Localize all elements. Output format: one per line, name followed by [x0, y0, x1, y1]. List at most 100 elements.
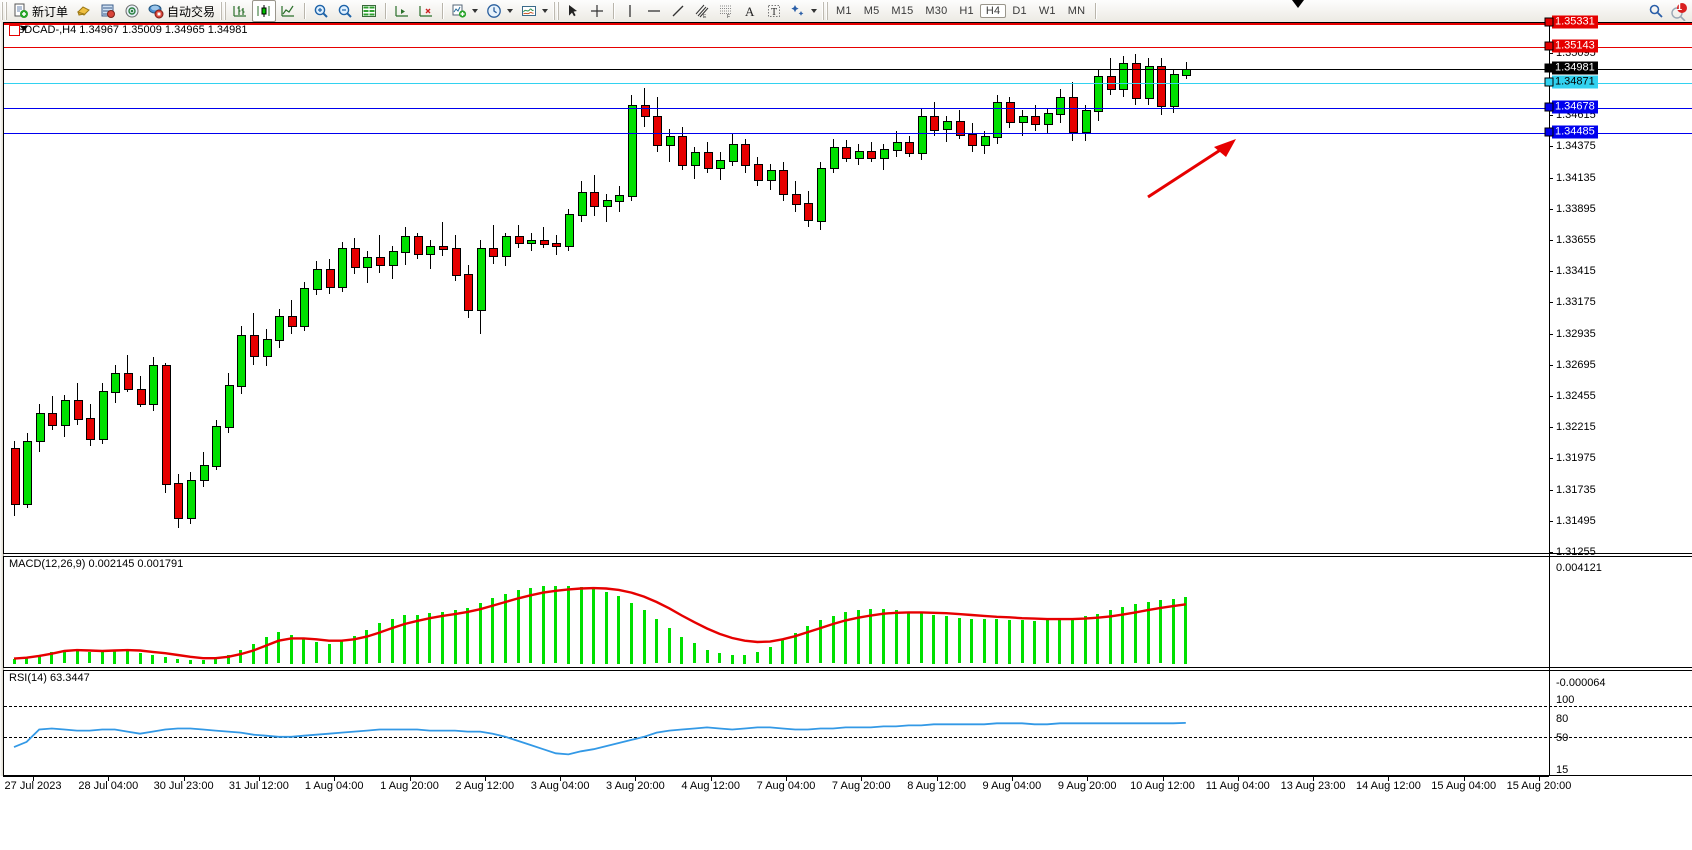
time-axis[interactable]: 27 Jul 2023 28 Jul 04:00 30 Jul 23:00 31 Ju…: [3, 776, 1571, 803]
chart-title-handle[interactable]: [9, 25, 20, 36]
price-level-line[interactable]: [4, 82, 1692, 84]
price-level-line[interactable]: [4, 68, 1692, 70]
search-button[interactable]: [1645, 1, 1667, 21]
candle-body: [237, 335, 247, 387]
timeframe-mn[interactable]: MN: [1067, 5, 1086, 17]
macd-histogram-bar: [478, 603, 482, 664]
autotrading-button[interactable]: 自动交易: [144, 0, 219, 22]
candle-body: [1056, 97, 1066, 115]
timeframe-m15[interactable]: M15: [891, 5, 914, 17]
indicators-dropdown-caret[interactable]: [472, 9, 479, 13]
candle-body: [816, 167, 826, 222]
chart-title-caret-icon[interactable]: [20, 26, 28, 31]
toolbar-separator-2: [385, 3, 387, 19]
bar-chart-button[interactable]: [228, 0, 252, 22]
periods-button[interactable]: [482, 0, 517, 22]
time-tick: [334, 777, 336, 781]
rsi-plot: [4, 671, 1692, 775]
macd-panel[interactable]: MACD(12,26,9) 0.002145 0.001791: [3, 556, 1692, 668]
toolbar-grip-4[interactable]: [822, 2, 829, 20]
templates-dropdown-caret[interactable]: [542, 9, 549, 13]
macd-histogram-bar: [831, 615, 835, 664]
macd-histogram-bar: [667, 627, 671, 664]
crosshair-button[interactable]: [585, 0, 609, 22]
chart-shift-button[interactable]: [390, 0, 414, 22]
candle-body: [552, 242, 562, 248]
macd-histogram-bar: [617, 596, 621, 664]
timeframe-m5[interactable]: M5: [863, 5, 880, 17]
candle-body: [413, 236, 423, 256]
timeframe-d1[interactable]: D1: [1012, 5, 1027, 17]
auto-scroll-button[interactable]: [414, 0, 438, 22]
candlestick-chart-button[interactable]: [252, 0, 277, 22]
candle-body: [829, 146, 839, 170]
expert-advisors-button[interactable]: [72, 0, 96, 22]
candle-body: [842, 146, 852, 160]
candle-body: [968, 133, 978, 147]
shapes-dropdown-caret[interactable]: [811, 9, 818, 13]
macd-histogram-bar: [1045, 620, 1049, 664]
chart-marker-caret-icon: [1292, 0, 1304, 8]
equidistant-channel-button[interactable]: E: [690, 0, 714, 22]
macd-histogram-bar: [844, 612, 848, 664]
price-panel[interactable]: USDCAD-,H4 1.34967 1.35009 1.34965 1.349…: [3, 22, 1692, 554]
cursor-button[interactable]: [561, 0, 585, 22]
price-plot[interactable]: [4, 23, 1692, 553]
time-tick-label: 7 Aug 20:00: [831, 780, 891, 792]
navigator-button[interactable]: [120, 0, 144, 22]
candle-body: [514, 236, 524, 244]
zoom-out-button[interactable]: [333, 0, 357, 22]
shapes-button[interactable]: [786, 0, 821, 22]
timeframe-h4[interactable]: H4: [979, 4, 1007, 18]
data-window-button[interactable]: [96, 0, 120, 22]
horizontal-line-button[interactable]: [642, 0, 666, 22]
timeframe-h1[interactable]: H1: [959, 5, 974, 17]
toolbar-grip[interactable]: [1, 2, 7, 20]
candle-body: [1131, 63, 1141, 100]
macd-histogram-bar: [289, 634, 293, 664]
periods-dropdown-caret[interactable]: [507, 9, 514, 13]
price-level-line[interactable]: [4, 47, 1692, 49]
candle-body: [350, 248, 360, 269]
macd-histogram-bar: [907, 611, 911, 664]
toolbar-grip-3[interactable]: [553, 2, 560, 20]
line-chart-button[interactable]: [276, 0, 300, 22]
macd-histogram-bar: [793, 632, 797, 664]
timeframe-w1[interactable]: W1: [1038, 5, 1056, 17]
toolbar-grip-2[interactable]: [220, 2, 227, 20]
zoom-in-button[interactable]: [309, 0, 333, 22]
macd-histogram-bar: [503, 593, 507, 664]
text-icon: A: [742, 3, 758, 19]
time-tick: [1463, 777, 1465, 781]
fibonacci-button[interactable]: F: [714, 0, 738, 22]
candle-body: [1157, 66, 1167, 107]
chart-grid-button[interactable]: [357, 0, 381, 22]
bar-chart-icon: [232, 3, 248, 19]
timeframe-m1[interactable]: M1: [836, 5, 852, 17]
candle-body: [993, 102, 1003, 139]
macd-histogram-bar: [377, 623, 381, 664]
notifications-button[interactable]: 1: [1667, 1, 1692, 22]
candle-body: [1068, 97, 1078, 133]
candle-body: [1043, 112, 1053, 126]
new-order-button[interactable]: 新订单: [9, 0, 72, 22]
text-label-button[interactable]: T: [762, 0, 786, 22]
text-button[interactable]: A: [738, 0, 762, 22]
price-level-line[interactable]: [4, 133, 1692, 134]
time-tick-label: 8 Aug 12:00: [907, 780, 966, 792]
macd-histogram-bar: [1133, 603, 1137, 664]
candle-body: [703, 151, 713, 170]
time-tick-label: 3 Aug 04:00: [530, 780, 590, 792]
candle-body: [678, 136, 688, 166]
macd-histogram-bar: [214, 658, 218, 664]
vertical-line-button[interactable]: [618, 0, 642, 22]
rsi-panel[interactable]: RSI(14) 63.3447: [3, 670, 1692, 776]
trendline-button[interactable]: [666, 0, 690, 22]
price-level-line[interactable]: [4, 107, 1692, 109]
indicators-button[interactable]: [447, 0, 482, 22]
price-level-line[interactable]: [4, 23, 1692, 25]
templates-button[interactable]: [517, 0, 552, 22]
candle-body: [86, 418, 96, 440]
timeframe-m30[interactable]: M30: [925, 5, 948, 17]
